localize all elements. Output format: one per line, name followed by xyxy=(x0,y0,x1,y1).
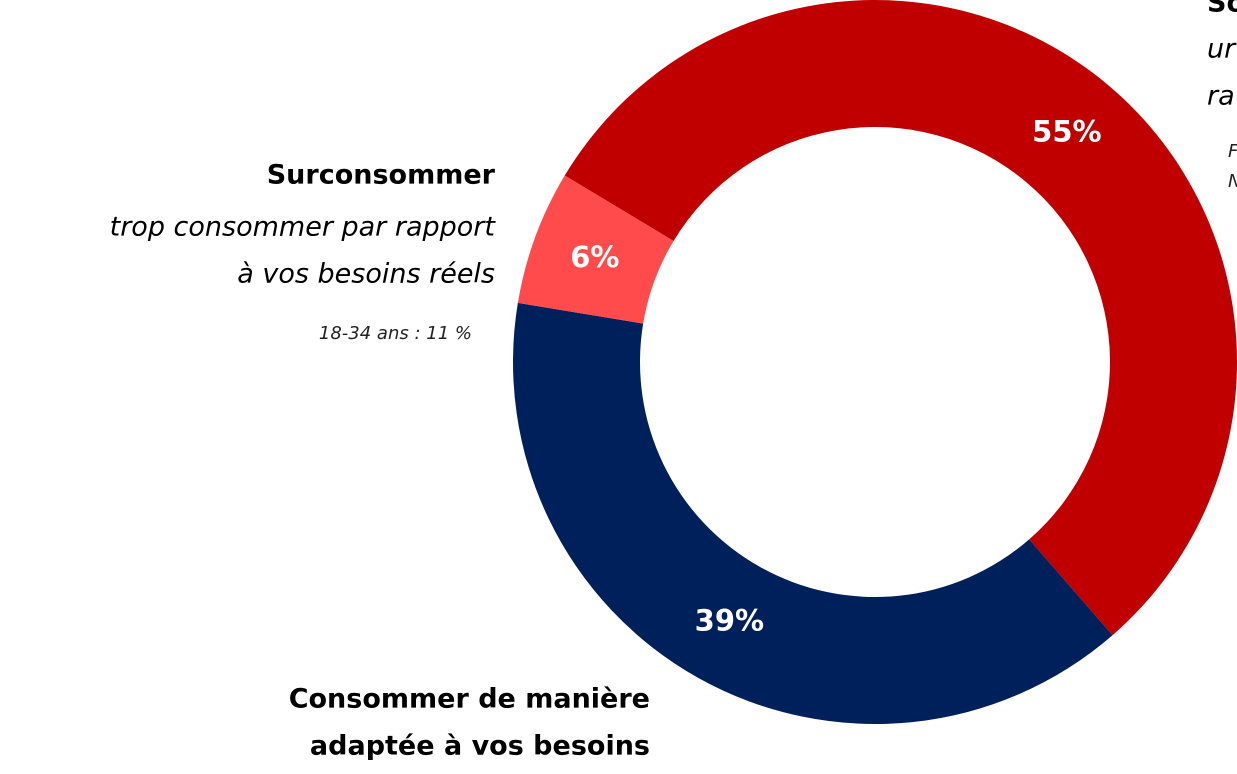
category-description: ra xyxy=(1207,81,1235,112)
category-title: Consommer de manière xyxy=(289,684,650,715)
category-title: So xyxy=(1207,0,1237,19)
donut-segment xyxy=(564,0,1237,636)
category-title: Surconsommer xyxy=(267,160,496,191)
category-description: à vos besoins réels xyxy=(237,259,495,290)
value-label: 55% xyxy=(1032,114,1101,148)
donut-segment xyxy=(517,175,674,324)
category-description: ur xyxy=(1207,34,1237,65)
category-note: N xyxy=(1228,171,1237,192)
value-label: 39% xyxy=(695,604,764,638)
category-note: 18-34 ans : 11 % xyxy=(319,323,472,344)
category-note: F xyxy=(1228,141,1237,162)
category-title: adaptée à vos besoins xyxy=(310,731,650,762)
value-label: 6% xyxy=(570,240,619,274)
donut-segment xyxy=(513,302,1113,725)
category-description: trop consommer par rapport xyxy=(110,212,497,243)
